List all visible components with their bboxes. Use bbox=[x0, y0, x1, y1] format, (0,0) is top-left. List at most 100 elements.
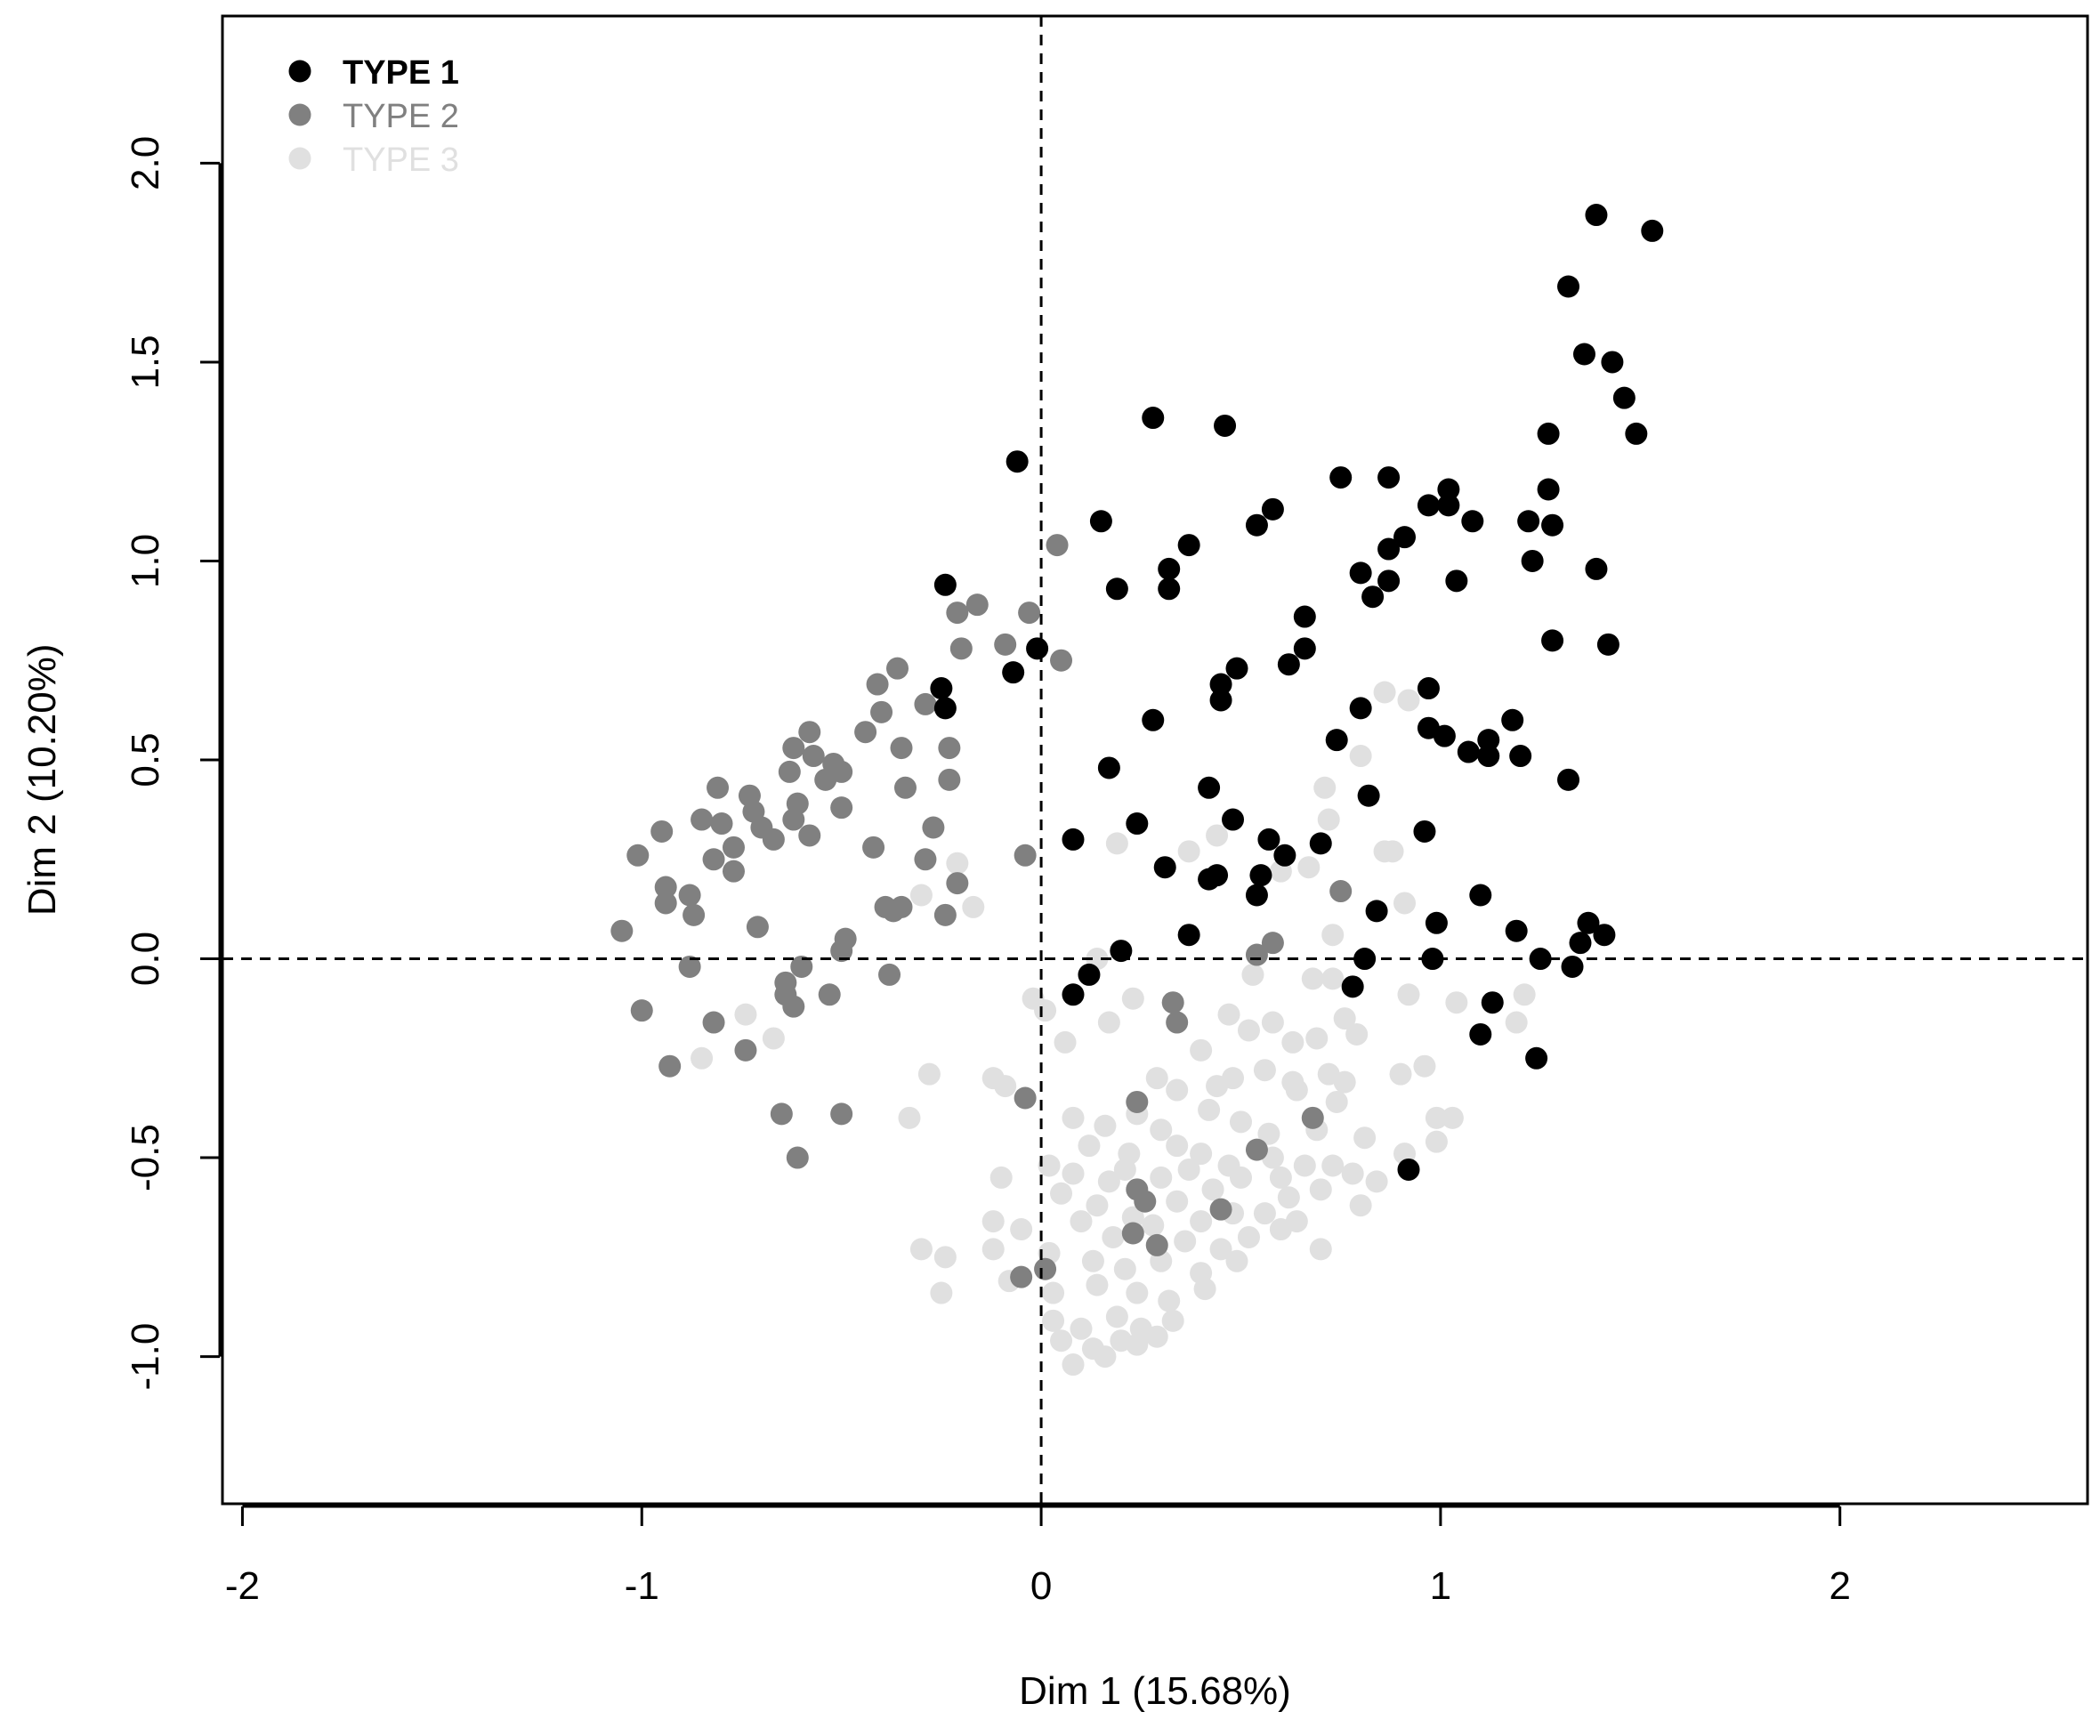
y-axis-label: Dim 2 (10.20%) bbox=[20, 644, 64, 916]
data-point-type-2 bbox=[707, 776, 730, 799]
data-point-type-2 bbox=[678, 955, 701, 978]
data-point-type-1 bbox=[1509, 745, 1532, 768]
data-point-type-1 bbox=[1505, 919, 1528, 942]
data-point-type-3 bbox=[933, 1246, 957, 1269]
data-point-type-2 bbox=[630, 999, 653, 1022]
data-point-type-3 bbox=[1333, 1007, 1356, 1030]
x-tick-label: 2 bbox=[1829, 1564, 1850, 1608]
data-point-type-2 bbox=[1245, 943, 1268, 966]
data-point-type-1 bbox=[1209, 673, 1232, 696]
data-point-type-2 bbox=[1126, 1090, 1149, 1113]
data-point-type-1 bbox=[1273, 844, 1296, 867]
data-point-type-3 bbox=[1217, 1003, 1240, 1026]
data-point-type-2 bbox=[870, 700, 893, 723]
data-point-type-2 bbox=[914, 848, 937, 871]
legend-marker bbox=[288, 103, 311, 126]
data-point-type-3 bbox=[1281, 1030, 1304, 1054]
data-point-type-1 bbox=[930, 677, 953, 700]
data-point-type-1 bbox=[1413, 820, 1436, 843]
data-point-type-3 bbox=[1034, 999, 1057, 1022]
data-point-type-3 bbox=[1305, 1027, 1329, 1050]
data-point-type-1 bbox=[1541, 629, 1564, 652]
data-point-type-3 bbox=[1078, 1134, 1101, 1158]
data-point-type-3 bbox=[917, 1062, 941, 1086]
y-tick-label: 0.5 bbox=[124, 732, 167, 787]
data-point-type-3 bbox=[1253, 1202, 1276, 1225]
data-point-type-1 bbox=[1349, 561, 1372, 585]
data-point-type-1 bbox=[1349, 697, 1372, 720]
data-point-type-3 bbox=[1225, 1249, 1248, 1272]
data-point-type-1 bbox=[1222, 808, 1245, 831]
data-point-type-2 bbox=[854, 721, 877, 744]
data-point-type-3 bbox=[1050, 1329, 1073, 1352]
data-point-type-1 bbox=[1557, 275, 1580, 298]
data-point-type-3 bbox=[691, 1046, 714, 1070]
data-point-type-3 bbox=[1161, 1309, 1184, 1332]
data-point-type-3 bbox=[1166, 1190, 1189, 1213]
legend-marker bbox=[288, 147, 311, 170]
data-point-type-2 bbox=[734, 1038, 757, 1062]
data-point-type-3 bbox=[1038, 1154, 1061, 1177]
data-point-type-1 bbox=[1341, 975, 1364, 998]
data-point-type-3 bbox=[1269, 1218, 1292, 1241]
data-point-type-1 bbox=[1245, 884, 1268, 907]
data-point-type-1 bbox=[1561, 955, 1584, 978]
data-point-type-1 bbox=[1477, 729, 1500, 752]
data-point-type-3 bbox=[1229, 1166, 1252, 1189]
data-point-type-1 bbox=[1198, 776, 1221, 799]
data-point-type-1 bbox=[1158, 577, 1181, 601]
data-point-type-1 bbox=[1417, 494, 1440, 517]
data-point-type-1 bbox=[1225, 657, 1248, 680]
data-point-type-2 bbox=[933, 903, 957, 926]
data-point-type-3 bbox=[1086, 1194, 1109, 1217]
data-point-type-2 bbox=[878, 963, 901, 986]
data-point-type-3 bbox=[1349, 1194, 1372, 1217]
data-point-type-3 bbox=[1321, 1154, 1345, 1177]
data-point-type-1 bbox=[1245, 513, 1268, 537]
data-point-type-3 bbox=[1389, 1062, 1412, 1086]
data-point-type-3 bbox=[734, 1003, 757, 1026]
data-point-type-3 bbox=[989, 1166, 1013, 1189]
data-point-type-3 bbox=[1105, 832, 1128, 855]
data-point-type-1 bbox=[1097, 756, 1120, 779]
data-point-type-3 bbox=[762, 1027, 785, 1050]
data-point-type-3 bbox=[1177, 840, 1200, 863]
x-tick-label: -2 bbox=[225, 1564, 260, 1608]
data-point-type-2 bbox=[782, 995, 805, 1018]
data-point-type-3 bbox=[1174, 1230, 1197, 1253]
data-point-type-1 bbox=[1537, 478, 1560, 501]
data-point-type-2 bbox=[830, 1102, 853, 1126]
legend-label: TYPE 3 bbox=[343, 141, 459, 179]
data-point-type-3 bbox=[1042, 1309, 1065, 1332]
data-point-type-1 bbox=[1325, 729, 1348, 752]
data-point-type-2 bbox=[1209, 1198, 1232, 1221]
data-point-type-2 bbox=[802, 745, 825, 768]
data-point-type-2 bbox=[746, 916, 769, 939]
data-point-type-1 bbox=[1277, 653, 1300, 676]
data-point-type-3 bbox=[1309, 1178, 1332, 1201]
plot-area-frame bbox=[221, 14, 2089, 1506]
data-point-type-3 bbox=[1222, 1067, 1245, 1090]
data-point-type-1 bbox=[1257, 828, 1280, 851]
data-point-type-3 bbox=[1126, 1333, 1149, 1356]
data-point-type-3 bbox=[1393, 892, 1417, 915]
data-point-type-3 bbox=[1513, 983, 1536, 1006]
data-point-type-3 bbox=[1381, 840, 1404, 863]
data-point-type-3 bbox=[1145, 1325, 1168, 1348]
data-point-type-3 bbox=[1397, 689, 1420, 712]
data-point-type-2 bbox=[1161, 991, 1184, 1014]
data-point-type-2 bbox=[886, 657, 909, 680]
data-point-type-3 bbox=[1321, 967, 1345, 990]
data-point-type-3 bbox=[981, 1238, 1005, 1261]
x-tick-label: -1 bbox=[625, 1564, 659, 1608]
data-point-type-2 bbox=[770, 1102, 793, 1126]
data-point-type-2 bbox=[830, 940, 853, 963]
data-point-type-1 bbox=[1525, 1046, 1548, 1070]
data-point-type-3 bbox=[1309, 1238, 1332, 1261]
data-point-type-1 bbox=[1153, 856, 1176, 879]
data-point-type-2 bbox=[814, 768, 837, 791]
data-point-type-1 bbox=[1521, 549, 1544, 572]
data-point-type-2 bbox=[1134, 1190, 1157, 1213]
